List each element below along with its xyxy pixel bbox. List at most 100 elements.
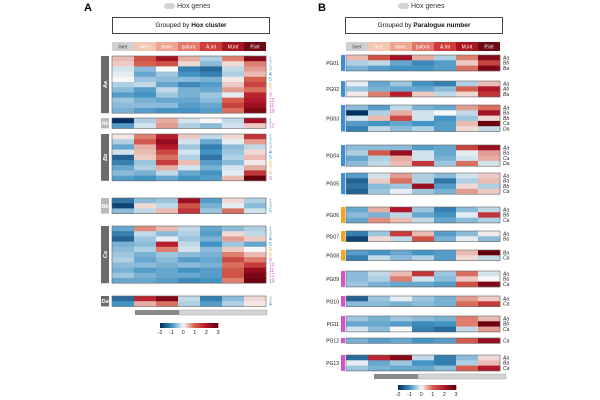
heatmap-cell (456, 212, 479, 218)
legend-swatch (413, 385, 416, 390)
heatmap-cell (178, 262, 201, 268)
legend-tick: 0 (182, 330, 185, 336)
heatmap-cell (346, 250, 369, 256)
heatmap-cell (368, 145, 391, 151)
paralogue-bar (341, 338, 345, 344)
heatmap-cell (178, 82, 201, 88)
heatmap-cell (368, 276, 391, 282)
tissue-header-cell (478, 42, 500, 51)
heatmap-cell (368, 296, 391, 302)
paralogue-label: PG06 (326, 213, 339, 219)
heatmap-cell (478, 86, 501, 92)
cluster-row-label: Ba (503, 277, 509, 283)
heatmap-cell (368, 365, 391, 372)
heatmap-cell (346, 188, 369, 195)
heatmap-cell (412, 188, 435, 195)
legend-tick: 3 (216, 330, 219, 336)
tissue-header-label: stom. (395, 45, 407, 51)
heatmap-cell (390, 145, 413, 151)
legend-swatch (175, 323, 178, 328)
cluster-block-outline (111, 117, 267, 129)
heatmap-cell (178, 102, 201, 109)
paralogue-block-outline (345, 270, 501, 288)
heatmap-cell (346, 338, 369, 344)
cluster-row-label: Aa (502, 145, 509, 151)
heatmap-cell (222, 236, 245, 242)
heatmap-cell (390, 65, 413, 72)
legend-tick: 2 (443, 392, 446, 398)
heatmap-cell (200, 144, 223, 150)
heatmap-cell (244, 165, 267, 171)
heatmap-cell (390, 86, 413, 92)
heatmap-cell (156, 76, 179, 83)
legend-swatch (199, 323, 201, 328)
legend-swatch (165, 323, 168, 328)
legend-tick: -2 (158, 330, 163, 336)
cluster-row-label: Bb (503, 116, 509, 122)
heatmap-cell (134, 272, 157, 279)
heatmap-cell (200, 71, 223, 78)
cluster-row-label: Aa (502, 355, 509, 361)
heatmap-cell (346, 110, 369, 116)
legend-swatch (427, 385, 429, 390)
heatmap-cell (478, 271, 501, 277)
heatmap-cell (200, 272, 223, 279)
heatmap-cell (346, 281, 369, 288)
cluster-label: Ca (103, 251, 109, 258)
heatmap-cell (222, 82, 245, 88)
legend-swatch (416, 385, 419, 390)
heatmap-cell (412, 212, 435, 218)
heatmap-cell (222, 76, 245, 83)
heatmap-cell (134, 71, 157, 78)
heatmap-cell (478, 281, 501, 288)
heatmap-cell (200, 102, 223, 109)
panel-a-title: Grouped by Hox cluster (112, 17, 270, 34)
heatmap-cell (244, 257, 267, 263)
heatmap-cell (478, 321, 501, 327)
heatmap-cell (200, 208, 223, 214)
heatmap-cell (156, 257, 179, 263)
cluster-label: Ba (103, 154, 109, 161)
heatmap-cell (346, 217, 369, 224)
heatmap-cell (368, 326, 391, 333)
paralogue-bar (341, 105, 345, 132)
legend-tick: 0 (420, 392, 423, 398)
heatmap-cell (156, 144, 179, 150)
legend-swatch (424, 385, 426, 390)
legend-swatch (400, 385, 403, 390)
heatmap-cell (346, 183, 369, 190)
gene-label: 12 (269, 124, 275, 130)
heatmap-cell (178, 278, 201, 284)
legend-swatch (171, 323, 174, 328)
paralogue-bar (341, 271, 345, 287)
heatmap-cell (434, 276, 457, 282)
legend-swatch (418, 385, 421, 390)
legend-swatch (193, 323, 196, 328)
heatmap-cell (244, 301, 267, 307)
heatmap-cell (412, 207, 435, 213)
heatmap-cell (434, 212, 457, 218)
paralogue-bar (341, 81, 345, 97)
gene-label: 11 (269, 268, 274, 274)
heatmap-cell (390, 255, 413, 261)
heatmap-cell (244, 61, 267, 67)
legend-swatch (204, 323, 207, 328)
tissue-header-cell (134, 42, 156, 51)
legend-swatch (444, 385, 447, 390)
heatmap-cell (244, 82, 267, 88)
heatmap-cell (434, 91, 457, 98)
heatmap-cell (478, 183, 501, 190)
cluster-bar (101, 296, 109, 307)
heatmap-cell (178, 139, 201, 145)
heatmap-cell (478, 150, 501, 156)
heatmap-cell (156, 226, 179, 232)
tissue-header-cell (412, 42, 434, 51)
paralogue-label: PG01 (326, 61, 339, 67)
heatmap-cell (434, 355, 457, 361)
cluster-row-label: Ca (503, 302, 510, 308)
heatmap-cell (456, 188, 479, 195)
cloud-icon (398, 3, 409, 10)
legend-swatch (200, 323, 203, 328)
heatmap-cell (156, 61, 179, 67)
heatmap-cell (244, 175, 267, 182)
